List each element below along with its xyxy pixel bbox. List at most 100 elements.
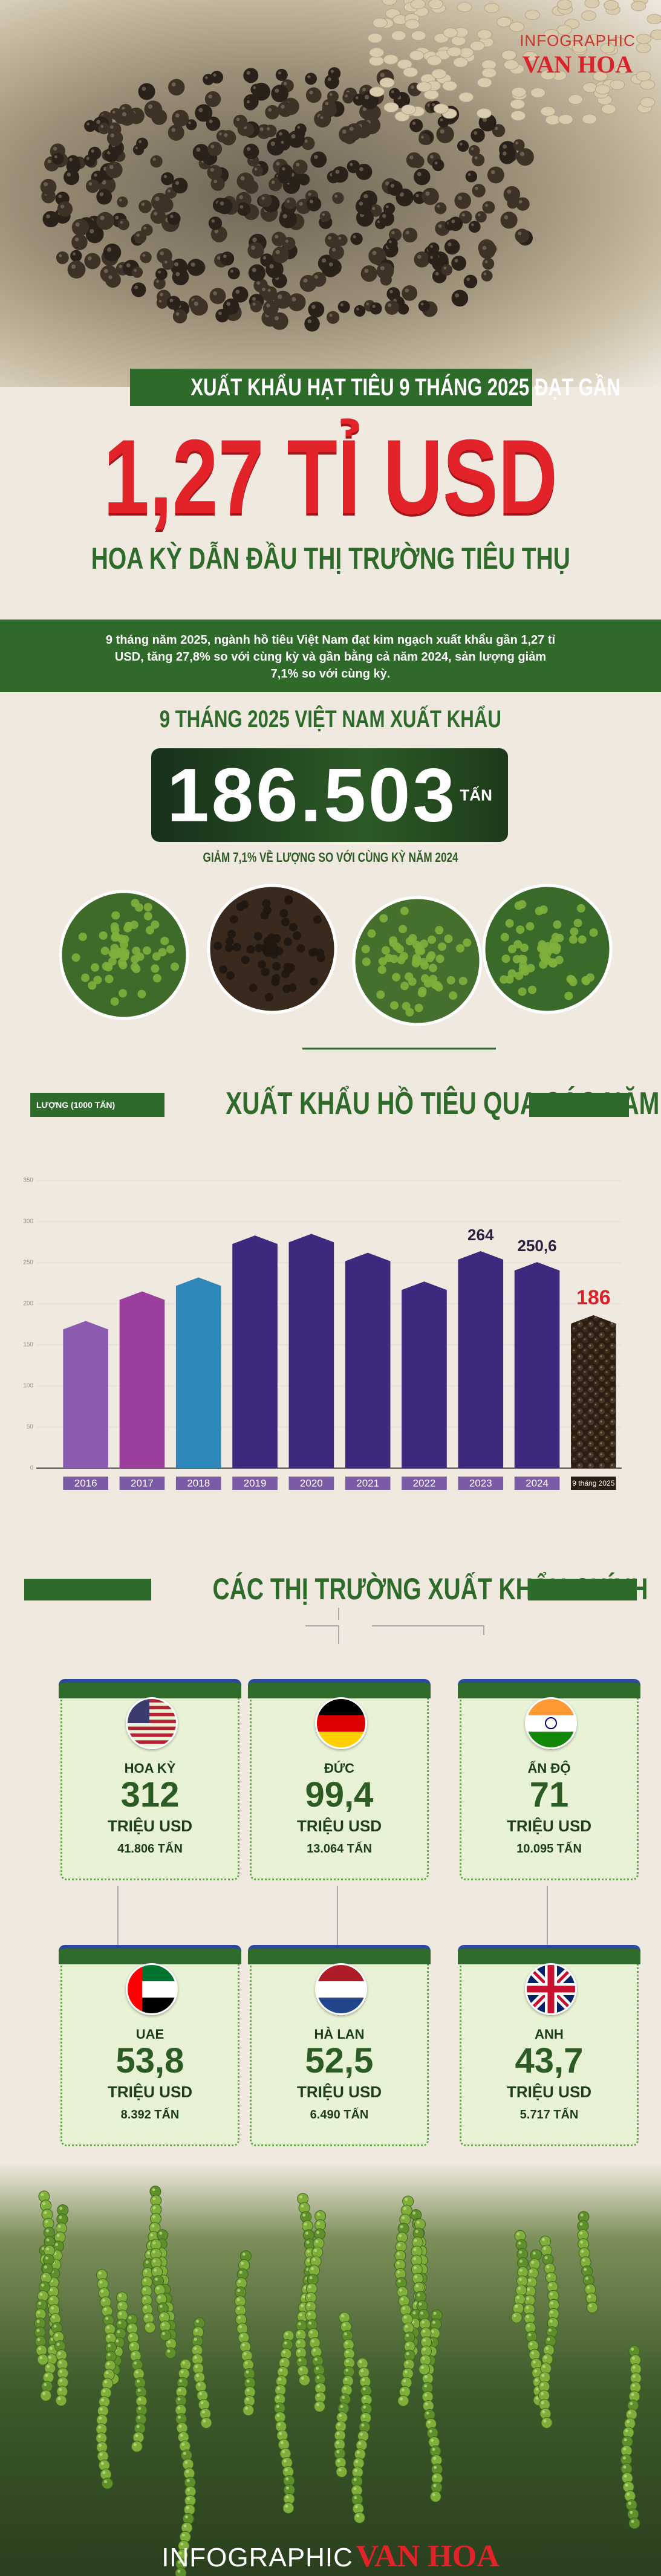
berry bbox=[515, 971, 524, 980]
peppercorn bbox=[271, 85, 289, 103]
berry bbox=[293, 931, 302, 940]
bean bbox=[640, 79, 656, 90]
highlight bbox=[58, 194, 62, 198]
berry-shine bbox=[279, 2432, 282, 2436]
highlight bbox=[251, 245, 255, 250]
x-tick-label: 2016 bbox=[74, 1477, 97, 1489]
peppercorn bbox=[472, 184, 486, 198]
bean bbox=[443, 27, 458, 38]
berry-shine bbox=[180, 2542, 184, 2546]
berry-shine bbox=[423, 2338, 426, 2342]
berry-shine bbox=[246, 2380, 250, 2383]
berry bbox=[131, 2441, 143, 2453]
highlight bbox=[299, 202, 303, 206]
highlight bbox=[385, 181, 389, 186]
peppercorn bbox=[422, 187, 439, 205]
highlight bbox=[115, 216, 119, 220]
highlight bbox=[246, 100, 250, 104]
highlight bbox=[88, 182, 93, 186]
berry-shine bbox=[100, 2290, 104, 2293]
peppercorn bbox=[305, 73, 317, 85]
berry bbox=[120, 940, 129, 950]
berry-shine bbox=[421, 2366, 425, 2369]
berry-shine bbox=[313, 2348, 316, 2352]
bar bbox=[458, 1251, 504, 1468]
highlight bbox=[69, 158, 73, 161]
berry-shine bbox=[632, 2375, 636, 2378]
highlight bbox=[307, 319, 311, 323]
market-value: 312 bbox=[120, 1775, 180, 1814]
berry bbox=[225, 937, 234, 946]
berry bbox=[505, 975, 514, 984]
berry-shine bbox=[354, 2505, 358, 2508]
highlight bbox=[171, 128, 176, 132]
berry-shine bbox=[195, 2364, 198, 2368]
highlight bbox=[421, 135, 424, 139]
berry-shine bbox=[278, 2378, 281, 2381]
peppercorn bbox=[279, 210, 297, 228]
chart: 0 50 100 150 200 250 300 350 2016 2017 2018 2019 202… bbox=[23, 1177, 622, 1490]
highlight bbox=[174, 262, 179, 267]
highlight bbox=[136, 233, 140, 237]
peppercorn bbox=[499, 148, 515, 164]
berry bbox=[400, 907, 409, 916]
berry-shine bbox=[298, 2349, 301, 2353]
berry-shine bbox=[154, 2268, 157, 2272]
market-card: ANH 43,7 TRIỆU USD 5.717 TẤN bbox=[458, 1945, 640, 2146]
berry-shine bbox=[118, 2321, 122, 2325]
berry-shine bbox=[239, 2325, 243, 2329]
berry bbox=[111, 931, 120, 940]
bean bbox=[431, 68, 447, 79]
berry-shine bbox=[143, 2279, 147, 2282]
bar bbox=[345, 1252, 391, 1468]
peppercorn bbox=[172, 178, 188, 194]
berry bbox=[246, 945, 255, 954]
berry-shine bbox=[99, 2416, 102, 2420]
berry bbox=[258, 960, 267, 969]
volume-note-box: GIẢM 7,1% VỀ LƯỢNG SO VỚI CÙNG KỲ NĂM 20… bbox=[0, 850, 661, 866]
berry-shine bbox=[285, 2496, 289, 2499]
highlight bbox=[256, 281, 261, 285]
highlight bbox=[106, 247, 112, 252]
berry-shine bbox=[550, 2301, 554, 2305]
berry bbox=[131, 955, 140, 964]
market-value: 53,8 bbox=[116, 2041, 184, 2080]
berry-shine bbox=[152, 2197, 156, 2201]
peppercorn bbox=[210, 71, 224, 84]
peppercorn bbox=[66, 155, 80, 169]
berry bbox=[434, 983, 443, 992]
berry-shine bbox=[37, 2338, 41, 2341]
berry bbox=[586, 2302, 598, 2314]
berry-shine bbox=[117, 2330, 120, 2334]
berry bbox=[282, 2502, 295, 2514]
berry-shine bbox=[298, 2322, 301, 2326]
berry-shine bbox=[42, 2202, 46, 2205]
berry bbox=[377, 965, 386, 974]
highlight bbox=[356, 307, 359, 311]
peppercorn bbox=[190, 297, 208, 316]
berry-shine bbox=[196, 2374, 200, 2377]
bean bbox=[383, 102, 399, 113]
berry-shine bbox=[36, 2329, 40, 2332]
flag bbox=[525, 1697, 577, 1749]
berry-shine bbox=[45, 2229, 49, 2233]
berry bbox=[160, 2329, 172, 2341]
peppercorn bbox=[40, 178, 57, 195]
berry-shine bbox=[314, 2357, 317, 2361]
market-country: UAE bbox=[135, 2027, 164, 2042]
berry-shine bbox=[129, 2334, 133, 2338]
highlight bbox=[239, 205, 244, 209]
berry bbox=[420, 939, 429, 948]
berry-shine bbox=[543, 2419, 547, 2422]
berry-shine bbox=[135, 2434, 138, 2438]
market-country: ẤN ĐỘ bbox=[527, 1761, 571, 1776]
berry bbox=[143, 946, 152, 955]
bean bbox=[523, 51, 538, 62]
berry-shine bbox=[178, 2415, 181, 2419]
brand-small: INFOGRAPHIC bbox=[519, 31, 636, 50]
highlight bbox=[275, 250, 280, 254]
berry bbox=[102, 2477, 114, 2490]
berry-shine bbox=[356, 2514, 359, 2517]
berry bbox=[463, 938, 472, 947]
berry-shine bbox=[307, 2303, 311, 2306]
